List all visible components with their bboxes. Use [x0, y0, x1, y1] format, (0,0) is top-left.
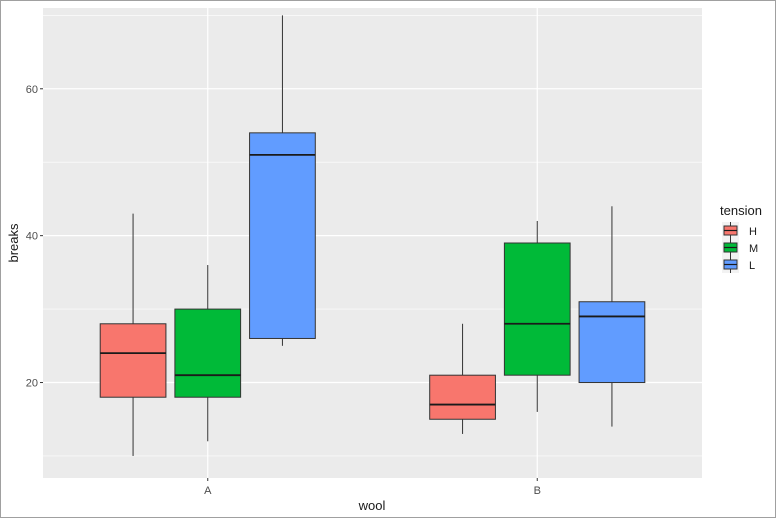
x-tick-label: B — [534, 485, 541, 497]
box-body — [99, 323, 167, 398]
box-L-B — [578, 206, 646, 427]
legend-key-H — [722, 222, 739, 239]
legend-label: H — [749, 226, 757, 238]
y-tick-label: 40 — [26, 231, 38, 243]
legend: tension HML — [720, 203, 762, 273]
y-tick-label: 20 — [26, 378, 38, 390]
plot-panel — [43, 8, 702, 478]
box-body — [429, 374, 496, 420]
box-M-B — [503, 220, 571, 412]
boxes-layer — [99, 15, 646, 456]
legend-title: tension — [720, 203, 762, 218]
box-body — [249, 132, 316, 339]
x-axis-title: wool — [358, 498, 386, 513]
y-axis-title: breaks — [6, 223, 21, 263]
legend-label: M — [749, 243, 758, 255]
box-M-A — [174, 265, 242, 442]
box-body — [503, 242, 571, 376]
box-L-A — [249, 15, 316, 346]
box-body — [174, 308, 242, 398]
box-body — [578, 301, 646, 384]
box-H-B — [429, 323, 496, 434]
x-tick-label: A — [204, 485, 212, 497]
y-axis: 20 40 60 — [26, 84, 43, 390]
y-tick-label: 60 — [26, 84, 38, 96]
box-H-A — [99, 213, 167, 456]
legend-label: L — [749, 260, 755, 272]
legend-key-M — [722, 239, 739, 256]
legend-key-L — [722, 256, 739, 273]
